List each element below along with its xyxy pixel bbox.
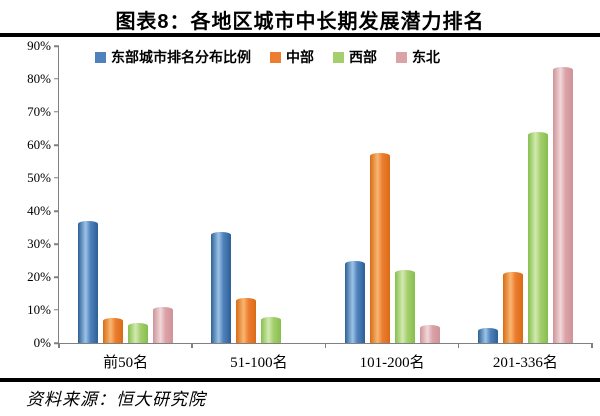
y-axis-tick-label: 0% [33,335,51,350]
y-axis-tick-mark [54,243,59,245]
x-axis-tick-mark [457,343,460,348]
legend-item-northeast: 东北 [396,47,440,67]
bar-northeast [552,67,573,343]
bar-central [236,298,257,343]
bar-central [502,272,523,343]
legend-label: 东部城市排名分布比例 [111,51,251,66]
y-axis-tick-mark [54,177,59,179]
chart-title: 图表8：各地区城市中长期发展潜力排名 [115,11,485,33]
legend-label: 东北 [412,51,440,66]
y-axis-tick-label: 60% [27,137,51,152]
y-axis-tick-label: 10% [27,301,51,317]
y-axis-tick-mark [54,111,59,113]
bottom-divider [0,378,600,382]
top-divider [0,33,600,37]
y-axis-tick-mark [54,342,59,344]
x-axis-category-label: 201-336名 [492,355,558,371]
bar-group-2 [192,46,325,343]
legend-swatch-icon [396,51,407,63]
x-axis-category-label: 51-100名 [230,355,288,371]
bar-west [394,270,415,343]
y-axis-tick-label: 80% [27,70,51,86]
legend-item-east: 东部城市排名分布比例 [95,47,251,67]
y-axis-tick-label: 90% [27,38,51,53]
legend-item-west: 西部 [333,47,377,67]
bar-central [369,153,390,343]
y-axis-tick-label: 30% [27,236,51,251]
y-axis-tick-label: 70% [27,103,51,119]
legend-swatch-icon [333,51,344,63]
x-axis-category-label: 101-200名 [359,355,425,371]
bar-group-1 [59,46,192,343]
chart-legend: 东部城市排名分布比例 中部 西部 东北 [95,47,440,67]
y-axis-tick-mark [54,309,59,311]
y-axis-tick-label: 50% [27,169,51,185]
source-note: 资料来源：恒大研究院 [26,390,206,409]
bar-group-3 [326,46,459,343]
x-axis-tick-mark [58,343,60,348]
bar-east [78,220,99,343]
legend-label: 中部 [286,51,314,66]
bar-chart: 东部城市排名分布比例 中部 西部 东北 0% 10% 20% 30% 40% 50% 60% 70%… [0,38,600,378]
bar-group-4 [459,46,592,343]
y-axis-tick-mark [54,78,59,80]
y-axis-tick-mark [54,144,59,146]
legend-swatch-icon [270,51,281,63]
bar-west [261,316,282,343]
legend-swatch-icon [95,51,106,63]
bar-west [527,131,548,343]
x-axis-tick-mark [191,343,193,348]
y-axis-tick-mark [54,210,59,212]
bar-northeast [153,306,174,343]
x-axis-category-label: 前50名 [103,355,149,371]
bar-northeast [419,324,440,343]
x-axis-tick-mark [324,343,326,348]
legend-item-central: 中部 [270,47,314,67]
y-axis-tick-label: 20% [27,269,51,284]
plot-area: 东部城市排名分布比例 中部 西部 东北 0% 10% 20% 30% 40% 50% 60% 70%… [27,38,593,371]
bar-central [103,318,124,343]
y-axis-tick-mark [54,45,59,47]
y-axis-tick-label: 40% [27,203,51,218]
y-axis-tick-mark [54,276,59,278]
bar-east [477,328,498,343]
x-axis-tick-mark [591,343,593,348]
bar-east [211,232,232,343]
bar-west [128,323,149,343]
legend-label: 西部 [349,51,377,66]
bar-east [344,260,365,343]
